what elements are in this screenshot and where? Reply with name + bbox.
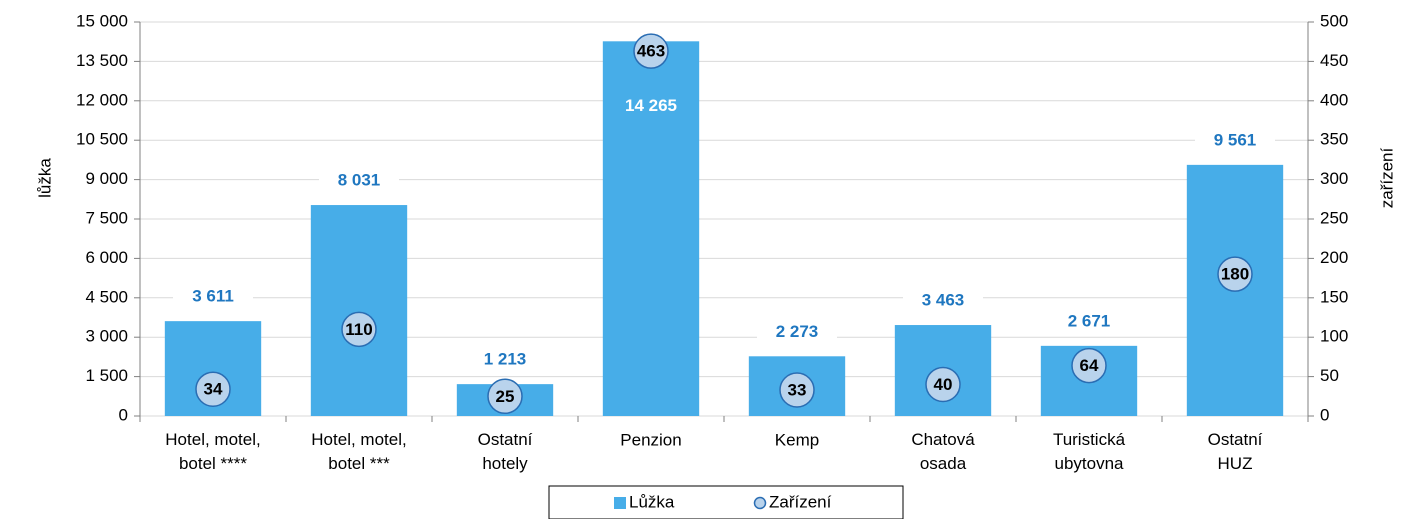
y2-tick-label: 300 — [1320, 169, 1348, 188]
label-bg — [319, 169, 399, 194]
legend-label: Zařízení — [769, 492, 832, 511]
x-tick-label: Penzion — [620, 430, 681, 449]
y2-tick-label: 200 — [1320, 248, 1348, 267]
legend-label: Lůžka — [629, 492, 675, 511]
y-tick-label: 9 000 — [85, 169, 128, 188]
y2-axis-label: zařízení — [1377, 147, 1396, 208]
label-bg — [1195, 128, 1275, 153]
y2-tick-label: 0 — [1320, 405, 1329, 424]
y-tick-label: 4 500 — [85, 287, 128, 306]
bar — [310, 205, 408, 416]
legend-swatch — [753, 496, 767, 510]
y-tick-label: 15 000 — [76, 11, 128, 30]
data-label: 1 213 — [484, 350, 527, 369]
marker — [195, 371, 231, 407]
marker — [1217, 256, 1253, 292]
y-tick-label: 10 500 — [76, 130, 128, 149]
data-label: 2 671 — [1068, 311, 1111, 330]
y-tick-label: 0 — [119, 405, 128, 424]
data-label: 33 — [788, 380, 807, 399]
data-label: 8 031 — [338, 171, 381, 190]
y-tick-label: 13 500 — [76, 51, 128, 70]
marker — [487, 378, 523, 415]
marker — [633, 33, 669, 69]
x-tick-label: Ostatní HUZ — [1208, 430, 1263, 473]
y2-tick-label: 500 — [1320, 11, 1348, 30]
y2-tick-label: 250 — [1320, 208, 1348, 227]
data-label: 2 273 — [776, 322, 819, 341]
y-axis-label: lůžka — [35, 158, 54, 198]
y2-tick-label: 150 — [1320, 287, 1348, 306]
label-bg — [903, 289, 983, 314]
y2-tick-label: 100 — [1320, 327, 1348, 346]
marker — [779, 372, 815, 408]
x-tick-label: Ostatní hotely — [478, 430, 533, 473]
bar — [602, 41, 700, 416]
label-bg — [1049, 309, 1129, 334]
data-label: 3 463 — [922, 291, 965, 310]
label-bg — [757, 320, 837, 345]
y-tick-label: 3 000 — [85, 327, 128, 346]
data-label: 25 — [496, 387, 515, 406]
y2-tick-label: 350 — [1320, 130, 1348, 149]
marker — [925, 366, 961, 403]
data-label: 3 611 — [192, 287, 234, 306]
y2-tick-label: 450 — [1320, 51, 1348, 70]
x-tick-label: Hotel, motel, botel **** — [165, 430, 260, 473]
x-tick-label: Kemp — [775, 430, 819, 449]
data-label: 34 — [204, 380, 223, 399]
x-tick-label: Hotel, motel, botel *** — [311, 430, 406, 473]
y-tick-label: 1 500 — [85, 366, 128, 385]
marker — [1071, 347, 1107, 384]
marker — [341, 311, 377, 348]
data-label: 180 — [1221, 265, 1249, 284]
y2-tick-label: 50 — [1320, 366, 1339, 385]
data-label: 110 — [345, 320, 372, 339]
y2-tick-label: 400 — [1320, 90, 1348, 109]
data-label: 14 265 — [625, 96, 677, 115]
x-tick-label: Chatová osada — [911, 430, 975, 473]
data-label: 463 — [637, 42, 665, 61]
data-label: 40 — [934, 375, 953, 394]
x-tick-label: Turistická ubytovna — [1053, 430, 1126, 473]
y-tick-label: 7 500 — [85, 208, 128, 227]
legend-swatch — [614, 497, 626, 509]
y-tick-label: 6 000 — [85, 248, 128, 267]
legend-box — [548, 485, 904, 519]
label-bg — [465, 348, 545, 373]
data-label: 9 561 — [1214, 130, 1257, 149]
data-label: 64 — [1080, 356, 1099, 375]
y-tick-label: 12 000 — [76, 90, 128, 109]
label-bg — [173, 285, 253, 310]
